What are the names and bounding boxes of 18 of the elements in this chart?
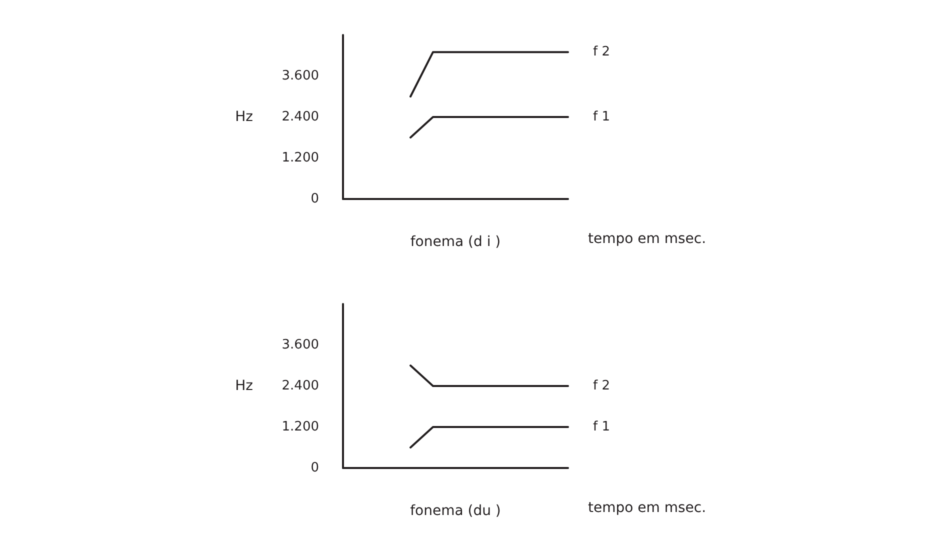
y-tick-label: 3.600 bbox=[282, 68, 319, 84]
series-label: f 2 bbox=[593, 378, 610, 394]
y-tick-label: 1.200 bbox=[282, 150, 319, 166]
y-tick-label: 0 bbox=[310, 460, 319, 476]
x-axis-title: fonema (d i ) bbox=[410, 234, 501, 250]
y-tick-label: 2.400 bbox=[282, 378, 319, 394]
y-tick-label: 2.400 bbox=[282, 110, 319, 124]
y-axis-title: Hz bbox=[235, 378, 253, 394]
series-label: f 1 bbox=[593, 420, 610, 434]
series-label: f 2 bbox=[593, 44, 610, 60]
text: tempo em msec. bbox=[588, 231, 706, 247]
y-tick-label: 0 bbox=[310, 192, 319, 206]
y-tick-label: 1.200 bbox=[282, 420, 319, 434]
series-label: f 1 bbox=[593, 110, 610, 124]
text: tempo em msec. bbox=[588, 500, 706, 516]
x-axis-title: fonema (du ) bbox=[410, 503, 501, 519]
y-tick-label: 3.600 bbox=[282, 338, 319, 352]
y-axis-title: Hz bbox=[235, 109, 253, 125]
